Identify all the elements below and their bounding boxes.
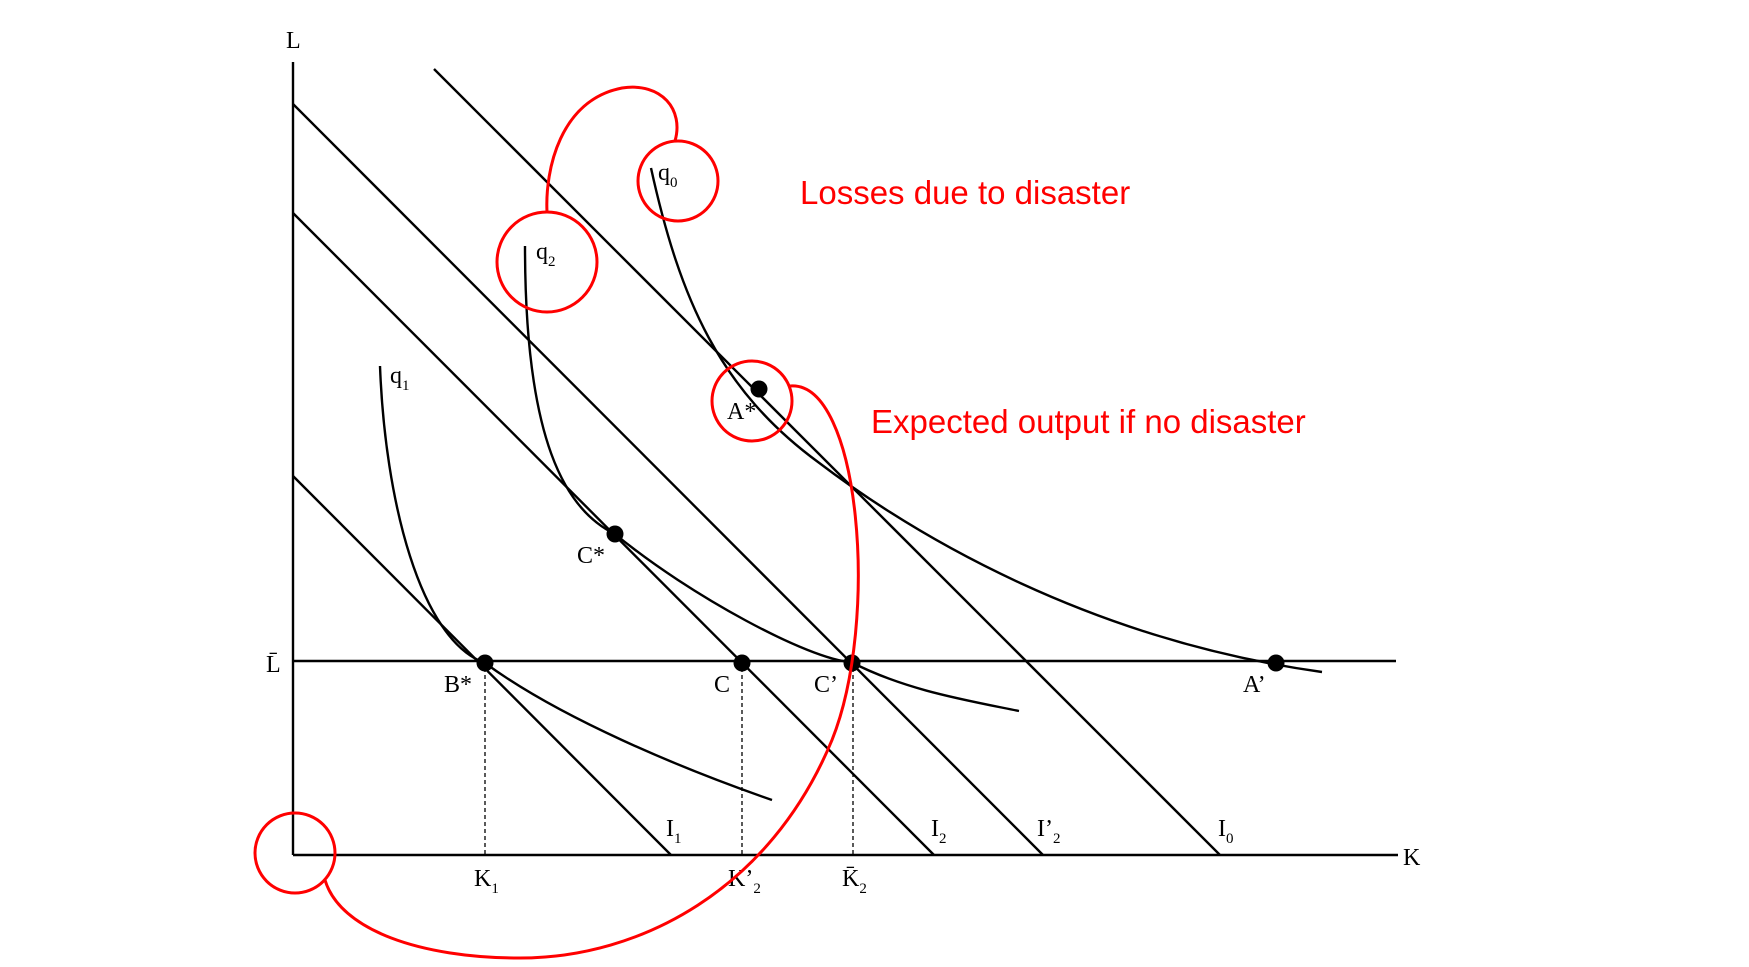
label-q1: q1 xyxy=(390,363,410,394)
label-q0: q0 xyxy=(658,160,678,191)
point-c xyxy=(733,654,751,672)
annotation-circle-origin xyxy=(253,811,337,895)
isoquant-q2 xyxy=(523,245,1020,713)
point-a-star xyxy=(750,380,768,398)
label-k-axis: K xyxy=(1403,845,1421,871)
label-q2: q2 xyxy=(536,239,556,270)
label-b-star: B* xyxy=(444,672,472,698)
isocost-line-i2-prime xyxy=(292,103,1044,856)
isoquant-q1 xyxy=(378,365,773,802)
label-k2-bar: K̄2 xyxy=(842,866,867,897)
point-c-star xyxy=(606,525,624,543)
point-a-prime xyxy=(1267,654,1285,672)
annotation-circle-a-star xyxy=(710,359,794,443)
label-k1: K1 xyxy=(474,866,499,897)
isoquant-q0 xyxy=(649,167,1323,674)
annotation-arc-bottom xyxy=(323,384,860,960)
label-a-star: A* xyxy=(727,399,756,425)
annotation-losses: Losses due to disaster xyxy=(800,174,1130,211)
label-i2: I2 xyxy=(931,816,947,847)
annotation-expected: Expected output if no disaster xyxy=(871,403,1306,440)
label-i1: I1 xyxy=(666,816,682,847)
label-c-prime: C’ xyxy=(814,672,838,698)
label-i2-prime: I’2 xyxy=(1037,816,1060,847)
point-b-star xyxy=(476,654,494,672)
label-c-star: C* xyxy=(577,543,605,569)
isocost-line-i0 xyxy=(433,68,1221,856)
annotation-arc-top xyxy=(545,85,679,213)
label-l-axis: L xyxy=(286,28,301,54)
label-i0: I0 xyxy=(1218,816,1234,847)
label-c: C xyxy=(714,672,730,698)
label-a-prime: A’ xyxy=(1243,672,1266,698)
annotation-circle-q0 xyxy=(636,139,720,223)
label-l-bar: L̄ xyxy=(266,652,281,678)
